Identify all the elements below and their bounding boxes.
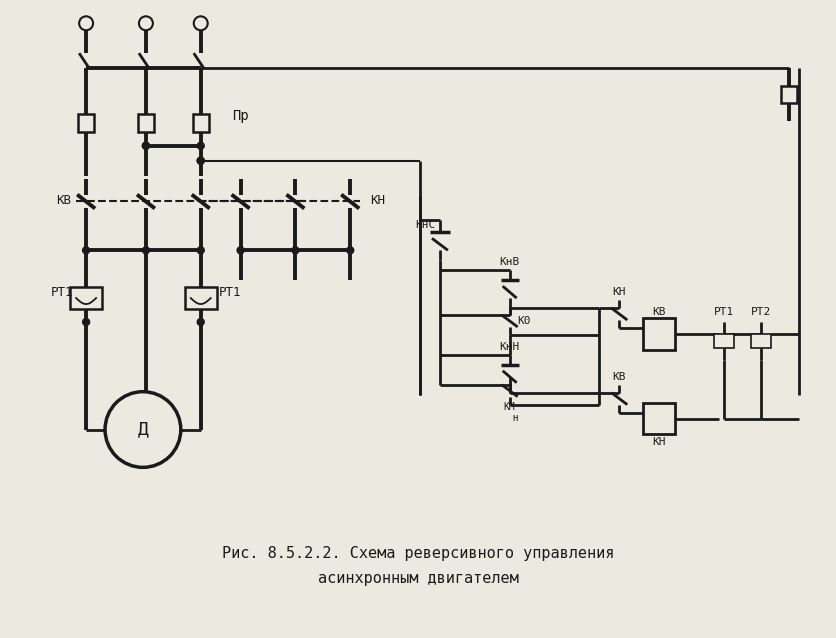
Circle shape	[197, 247, 204, 254]
Circle shape	[237, 247, 244, 254]
Text: КН: КН	[613, 287, 626, 297]
Text: РТ1: РТ1	[219, 286, 241, 299]
Text: РТ1: РТ1	[714, 307, 734, 317]
Text: Д: Д	[137, 420, 148, 438]
Text: Рис. 8.5.2.2. Схема реверсивного управления: Рис. 8.5.2.2. Схема реверсивного управле…	[222, 547, 614, 561]
Text: КВ: КВ	[652, 307, 666, 317]
Text: РТ2: РТ2	[751, 307, 771, 317]
Bar	[138, 114, 154, 132]
Text: К0: К0	[517, 316, 531, 326]
Circle shape	[142, 142, 150, 149]
Circle shape	[142, 142, 150, 149]
Text: Пр: Пр	[232, 109, 249, 123]
Text: КВ: КВ	[613, 372, 626, 382]
Text: асинхронным двигателем: асинхронным двигателем	[318, 572, 518, 586]
Circle shape	[79, 17, 93, 30]
Circle shape	[197, 157, 204, 164]
Text: КН: КН	[652, 438, 666, 447]
Circle shape	[292, 247, 299, 254]
Bar	[643, 318, 675, 350]
Circle shape	[197, 142, 204, 149]
Text: КнН: КнН	[500, 342, 520, 352]
Bar	[781, 85, 797, 103]
Circle shape	[105, 392, 181, 468]
Circle shape	[197, 157, 204, 164]
Text: КнС: КнС	[415, 220, 436, 230]
Circle shape	[197, 318, 204, 325]
Bar	[751, 334, 771, 348]
Text: РТ1: РТ1	[51, 286, 74, 299]
Bar	[643, 403, 675, 434]
Bar	[78, 114, 94, 132]
Circle shape	[83, 247, 89, 254]
Bar	[70, 287, 102, 309]
Text: КМ
  н: КМ н	[501, 402, 518, 424]
Text: КВ: КВ	[56, 194, 71, 207]
Text: КН: КН	[370, 194, 385, 207]
Text: КнВ: КнВ	[500, 257, 520, 267]
Circle shape	[347, 247, 354, 254]
Circle shape	[194, 17, 207, 30]
Bar	[185, 287, 217, 309]
Bar	[193, 114, 209, 132]
Circle shape	[83, 318, 89, 325]
Circle shape	[139, 17, 153, 30]
Bar	[714, 334, 734, 348]
Circle shape	[142, 247, 150, 254]
